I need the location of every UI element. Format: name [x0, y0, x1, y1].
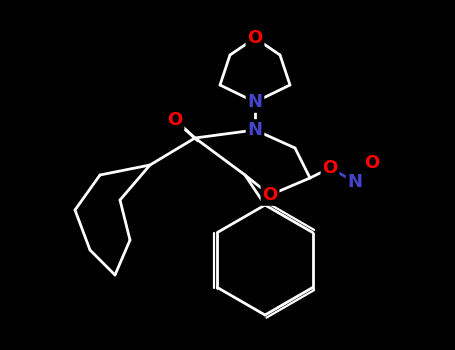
Text: O: O: [364, 154, 379, 172]
Text: N: N: [348, 173, 363, 191]
Text: N: N: [248, 93, 263, 111]
Text: O: O: [248, 29, 263, 47]
Text: O: O: [167, 111, 182, 129]
Text: O: O: [323, 159, 338, 177]
Text: N: N: [248, 121, 263, 139]
Text: O: O: [263, 186, 278, 204]
